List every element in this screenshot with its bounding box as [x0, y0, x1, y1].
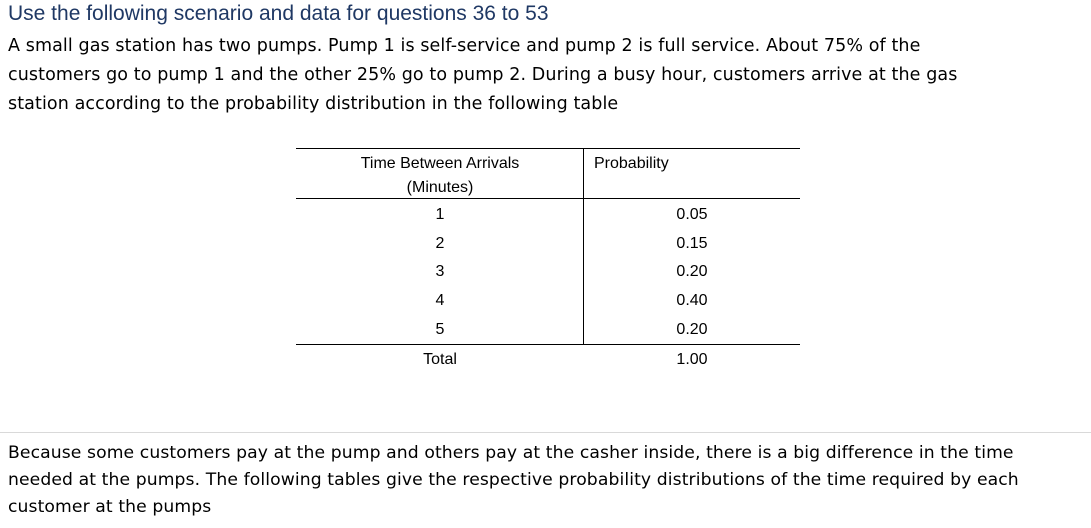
- table-total-value: 1.00: [676, 351, 708, 368]
- header-line: (Minutes): [406, 179, 474, 196]
- table-top-rule: [296, 148, 800, 149]
- scenario-line: A small gas station has two pumps. Pump …: [8, 36, 921, 56]
- service-line: customer at the pumps: [8, 497, 212, 517]
- section-heading: Use the following scenario and data for …: [8, 2, 549, 25]
- table-cell-time: 2: [435, 235, 445, 252]
- table-cell-time: 1: [435, 206, 445, 223]
- scenario-line: station according to the probability dis…: [8, 94, 619, 114]
- header-probability: Probability: [594, 155, 669, 172]
- table-cell-probability: 0.15: [676, 235, 708, 252]
- table-cell-time: 5: [435, 321, 445, 338]
- service-line: needed at the pumps. The following table…: [8, 470, 1019, 490]
- table-total-label: Total: [423, 351, 457, 368]
- table-cell-probability: 0.20: [676, 263, 708, 280]
- table-header-rule: [296, 198, 800, 199]
- table-bottom-rule: [296, 344, 800, 345]
- section-divider: [0, 432, 1091, 433]
- header-time-between-arrivals: Time Between Arrivals (Minutes): [296, 152, 584, 200]
- header-line: Time Between Arrivals: [360, 155, 520, 172]
- service-time-paragraph: Because some customers pay at the pump a…: [8, 440, 1019, 521]
- scenario-paragraph: A small gas station has two pumps. Pump …: [8, 32, 957, 119]
- table-column-divider: [583, 148, 584, 344]
- table-cell-probability: 0.20: [676, 321, 708, 338]
- service-line: Because some customers pay at the pump a…: [8, 443, 1014, 463]
- table-cell-time: 3: [435, 263, 445, 280]
- table-cell-time: 4: [435, 292, 445, 309]
- table-cell-probability: 0.05: [676, 206, 708, 223]
- table-cell-probability: 0.40: [676, 292, 708, 309]
- scenario-line: customers go to pump 1 and the other 25%…: [8, 65, 958, 85]
